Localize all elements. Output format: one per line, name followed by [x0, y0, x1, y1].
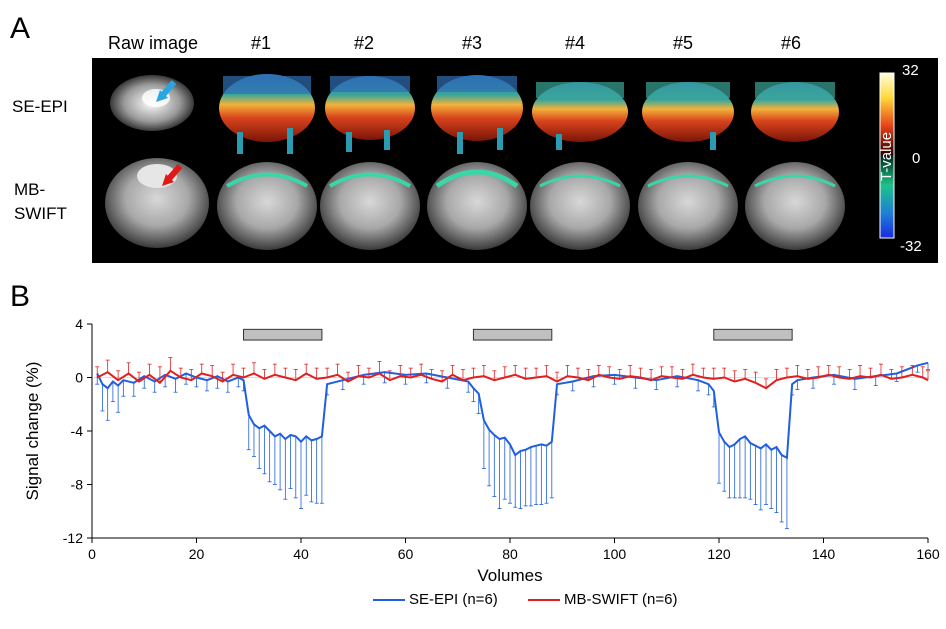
- legend-swatch-mb-swift: [528, 599, 560, 601]
- y-tick-label: 4: [75, 316, 83, 332]
- x-tick-label: 20: [189, 546, 205, 562]
- raw-image-mb-swift: [105, 158, 209, 248]
- raw-image-se-epi: [110, 75, 194, 131]
- y-axis-label: Signal change (%): [23, 362, 42, 501]
- x-tick-label: 40: [293, 546, 309, 562]
- y-tick-label: -4: [71, 423, 84, 439]
- mb-swift-map-3: [427, 162, 527, 250]
- x-tick-label: 100: [603, 546, 627, 562]
- x-tick-label: 60: [398, 546, 414, 562]
- x-tick-label: 140: [812, 546, 836, 562]
- column-label-6: #6: [780, 33, 802, 53]
- mb-swift-map-2: [320, 162, 420, 250]
- se-epi-map-4: [532, 82, 628, 150]
- row-label-se-epi: SE-EPI: [12, 97, 68, 116]
- colorbar-tick-zero: 0: [912, 150, 921, 167]
- row-label-mb-swift-line1: MB-: [14, 180, 46, 199]
- column-label-1: #1: [250, 33, 272, 53]
- mb-swift-map-6: [745, 162, 845, 250]
- panel-a-letter: A: [10, 12, 31, 45]
- x-tick-label: 160: [916, 546, 940, 562]
- se-epi-map-1: [219, 74, 315, 154]
- se-epi-map-6: [751, 82, 839, 142]
- mb-swift-map-1: [217, 162, 317, 250]
- series-se-epi: [95, 361, 930, 530]
- colorbar: [879, 72, 895, 239]
- se-epi-map-2: [325, 76, 415, 152]
- colorbar-label: T-value: [878, 131, 896, 182]
- legend-label-se-epi: SE-EPI (n=6): [409, 591, 498, 608]
- y-tick-label: 0: [75, 370, 83, 386]
- colorbar-tick-min: -32: [900, 238, 922, 255]
- legend-label-mb-swift: MB-SWIFT (n=6): [564, 591, 678, 608]
- mb-swift-map-4: [530, 162, 630, 250]
- column-label-2: #2: [353, 33, 375, 53]
- se-epi-arrow-icon: [156, 80, 177, 102]
- raw-image-label: Raw image: [107, 33, 199, 53]
- mb-swift-map-5: [638, 162, 738, 250]
- column-label-5: #5: [672, 33, 694, 53]
- colorbar-tick-max: 32: [902, 62, 919, 79]
- brain-image-grid: [92, 58, 938, 263]
- x-tick-label: 0: [88, 546, 96, 562]
- y-tick-label: -12: [63, 530, 83, 546]
- column-label-3: #3: [461, 33, 483, 53]
- y-tick-label: -8: [71, 477, 84, 493]
- column-label-4: #4: [564, 33, 586, 53]
- series-mb-swift: [95, 357, 930, 390]
- stimulus-block: [472, 328, 553, 341]
- stimulus-block: [713, 328, 793, 341]
- legend-swatch-se-epi: [373, 599, 405, 601]
- mb-swift-arrow-icon: [162, 164, 183, 186]
- x-tick-label: 120: [707, 546, 731, 562]
- line-se-epi: [96, 361, 929, 460]
- stimulus-block: [243, 328, 323, 341]
- panel-b-letter: B: [10, 280, 31, 313]
- line-mb-swift: [96, 369, 929, 390]
- brain-images: [105, 72, 895, 250]
- se-epi-map-3: [431, 75, 523, 154]
- signal-change-chart: 40-4-8-120 20 40 60 80 100 120 140 160VolumesSig…: [23, 316, 940, 585]
- x-tick-label: 80: [502, 546, 518, 562]
- x-axis-label: Volumes: [477, 566, 542, 585]
- se-epi-map-5: [642, 82, 734, 150]
- row-label-mb-swift-line2: SWIFT: [14, 204, 67, 223]
